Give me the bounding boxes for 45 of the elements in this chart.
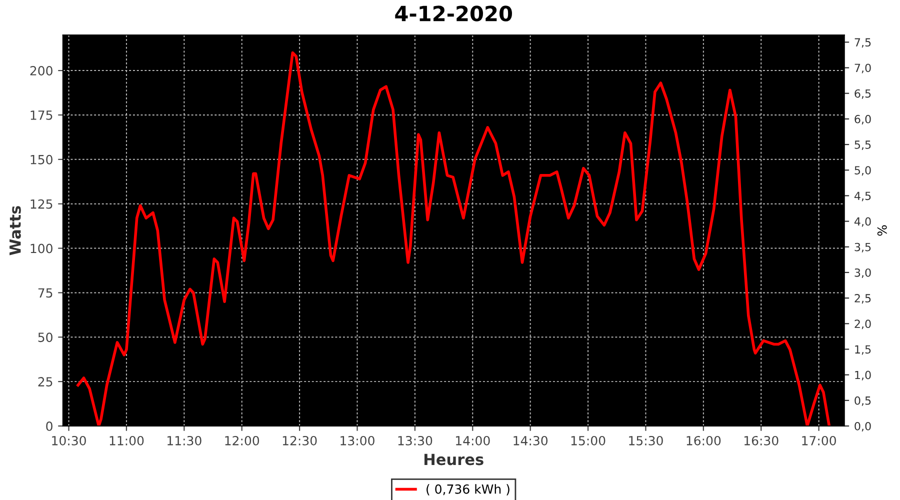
x-tick-label: 16:30 <box>744 436 778 446</box>
y2-tick-label: 3,5 <box>854 242 871 252</box>
x-tick-label: 14:30 <box>514 436 548 446</box>
x-tick-label: 11:30 <box>168 436 202 446</box>
x-tick-label: 12:00 <box>225 436 260 446</box>
y2-tick-label: 5,0 <box>854 166 871 176</box>
legend-label: ( 0,736 kWh ) <box>426 484 510 496</box>
y-tick-label: 25 <box>38 377 52 386</box>
y2-tick-label: 5,5 <box>854 140 871 150</box>
y2-tick-label: 7,5 <box>854 38 871 48</box>
y-tick-label: 75 <box>38 288 52 298</box>
y2-tick-label: 6,5 <box>854 89 871 99</box>
y-tick-label: 175 <box>30 110 52 120</box>
y2-tick-label: 1,5 <box>855 345 871 355</box>
x-tick-label: 14:00 <box>456 436 490 446</box>
y2-tick-label: 2,5 <box>854 294 871 304</box>
x-axis-title: Heures <box>424 454 484 466</box>
y2-tick-label: 3,0 <box>854 268 871 278</box>
x-tick-label: 12:30 <box>282 436 317 446</box>
y2-tick-label: 4,5 <box>854 192 871 202</box>
x-tick-label: 17:00 <box>802 436 836 446</box>
y2-tick-label: 2,0 <box>854 320 871 330</box>
y-axis-title: Watts <box>10 206 21 256</box>
y2-axis-title: % <box>877 225 887 236</box>
y-tick-label: 200 <box>30 66 52 76</box>
y-tick-label: 100 <box>30 244 52 254</box>
chart-title: 4-12-2020 <box>395 6 512 22</box>
x-tick-label: 13:00 <box>340 436 374 446</box>
x-tick-label: 15:00 <box>571 436 606 446</box>
y2-tick-label: 6,0 <box>854 114 871 124</box>
y2-tick-label: 0,0 <box>854 422 871 432</box>
y2-tick-label: 1,0 <box>855 370 871 380</box>
x-tick-label: 10:30 <box>52 436 86 446</box>
y2-tick-label: 4,0 <box>854 217 871 227</box>
line-series <box>76 51 831 426</box>
y2-tick-label: 0,5 <box>854 396 871 406</box>
y-tick-label: 150 <box>30 154 52 164</box>
x-tick-label: 16:00 <box>686 436 721 446</box>
y2-tick-label: 7,0 <box>854 64 871 74</box>
y-tick-label: 125 <box>30 199 52 209</box>
x-tick-label: 13:30 <box>398 436 432 446</box>
y-tick-label: 50 <box>38 332 52 342</box>
y-tick-label: 0 <box>46 421 52 431</box>
x-tick-label: 15:30 <box>629 436 663 446</box>
x-tick-label: 11:00 <box>110 436 144 446</box>
